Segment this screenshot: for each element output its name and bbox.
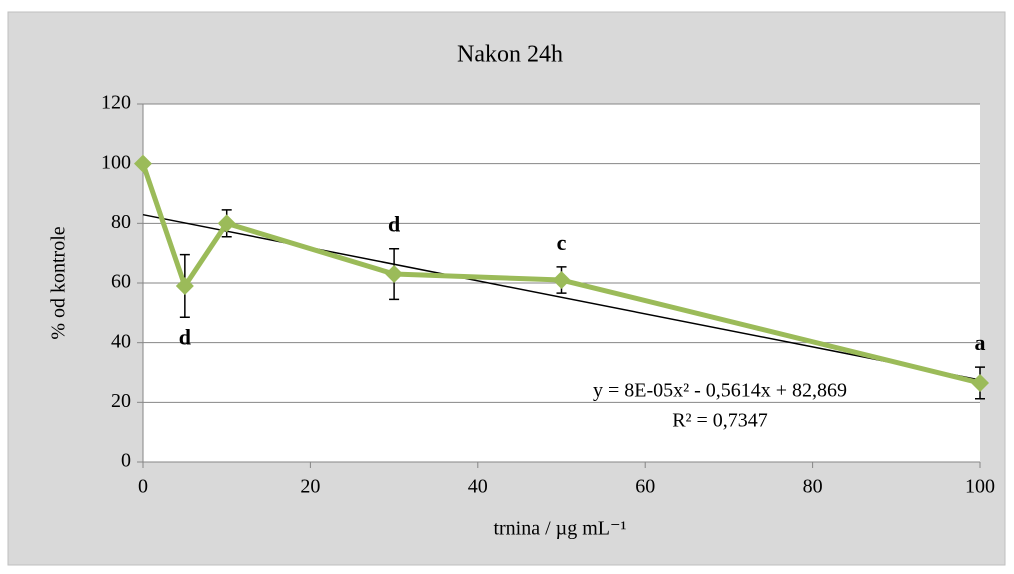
- point-label: d: [388, 212, 400, 237]
- marker: [217, 214, 236, 233]
- point-label: a: [975, 330, 986, 355]
- y-tick-label: 0: [121, 450, 131, 472]
- marker: [385, 265, 404, 284]
- x-axis-label: trnina / µg mL⁻¹: [493, 518, 626, 540]
- data-line: [140, 162, 981, 386]
- y-axis-label: % od kontrole: [48, 226, 70, 339]
- x-tick-label: 0: [138, 476, 148, 498]
- x-tick-label: 60: [635, 476, 655, 498]
- marker: [134, 154, 152, 173]
- y-tick-label: 80: [111, 211, 131, 233]
- y-tick-label: 100: [101, 151, 131, 173]
- trendline-equation: y = 8E-05x² - 0,5614x + 82,869: [593, 380, 847, 402]
- x-tick-label: 100: [965, 476, 995, 498]
- y-tick-label: 60: [111, 271, 131, 293]
- trendline-r-squared: R² = 0,7347: [672, 410, 768, 432]
- marker: [971, 373, 989, 392]
- marker: [175, 276, 194, 295]
- y-tick-label: 40: [111, 330, 131, 352]
- point-label: c: [557, 230, 567, 255]
- x-tick-label: 20: [300, 476, 320, 498]
- point-label: d: [179, 324, 191, 349]
- marker: [552, 271, 571, 290]
- chart-title: Nakon 24h: [457, 42, 563, 68]
- x-tick-label: 80: [803, 476, 823, 498]
- y-tick-label: 120: [101, 92, 131, 114]
- x-tick-label: 40: [468, 476, 488, 498]
- y-tick-label: 20: [111, 390, 131, 412]
